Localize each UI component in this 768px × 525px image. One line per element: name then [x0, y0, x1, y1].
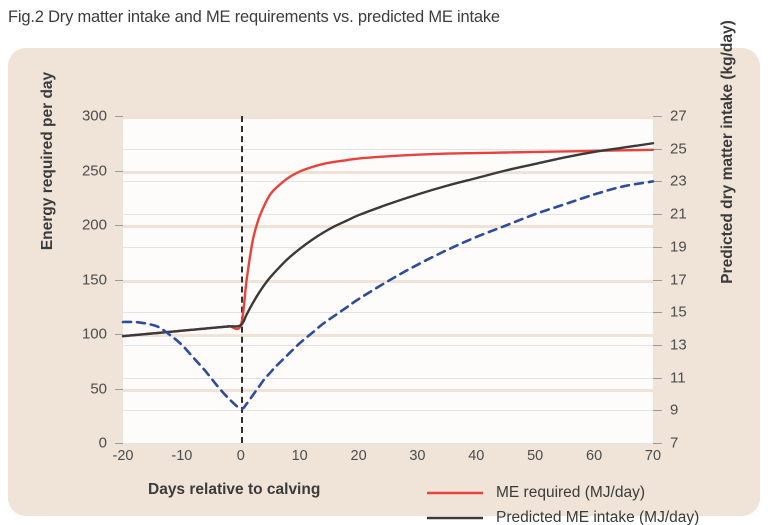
gridline-right — [123, 312, 653, 314]
legend-item: Predicted ME intake (MJ/day) — [426, 505, 699, 525]
y-axis-right-tick-mark — [653, 279, 662, 281]
plot-area — [121, 116, 655, 444]
y-axis-right-tick-mark — [653, 312, 662, 314]
y-axis-right-tick-label: 7 — [670, 434, 679, 452]
y-axis-left-tick-mark — [115, 334, 123, 335]
y-axis-right-tick-mark — [653, 443, 662, 444]
y-axis-left-tick-mark — [115, 388, 123, 390]
x-axis-tick-label: 60 — [586, 448, 603, 464]
y-axis-right-tick-label: 11 — [670, 369, 686, 387]
gridline-left — [123, 170, 653, 174]
gridline-right — [123, 344, 653, 346]
gridline-right — [123, 377, 653, 379]
y-axis-left-title: Energy required per day — [39, 71, 56, 251]
gridline-left — [123, 116, 653, 119]
legend-item-label: Predicted ME intake (MJ/day) — [496, 508, 700, 525]
gridline-right — [123, 148, 653, 150]
y-axis-right-tick-mark — [653, 377, 662, 379]
legend-line-swatch — [426, 511, 484, 525]
x-axis-tick-label: 40 — [468, 448, 485, 464]
gridline-right — [123, 214, 653, 216]
gridline-left — [123, 388, 653, 392]
x-axis-tick-label: 30 — [409, 448, 426, 464]
series-me-required — [121, 148, 655, 338]
y-axis-right-tick-label: 15 — [670, 303, 687, 321]
x-axis-tick-label: -20 — [112, 448, 134, 464]
chart-legend: ME required (MJ/day) Predicted ME intake … — [426, 480, 699, 525]
legend-item: ME required (MJ/day) — [426, 480, 699, 505]
y-axis-right-tick-mark — [653, 344, 662, 346]
y-axis-right-tick-mark — [653, 181, 662, 183]
y-axis-right-tick-label: 13 — [670, 336, 687, 354]
y-axis-right-tick-label: 9 — [670, 401, 679, 419]
y-axis-right-tick-mark — [653, 410, 662, 412]
gridline-right — [123, 246, 653, 248]
series-predicted-me-intake — [121, 142, 655, 338]
y-axis-left-tick-label: 150 — [81, 271, 107, 288]
y-axis-right-tick-label: 27 — [670, 107, 687, 125]
y-axis-right-tick-label: 19 — [670, 238, 687, 256]
calving-day-marker-line — [240, 116, 243, 443]
figure-title: Fig.2 Dry matter intake and ME requireme… — [8, 8, 500, 26]
y-axis-right-tick-mark — [653, 116, 662, 117]
y-axis-right-title: Predicted dry matter intake (kg/day) — [719, 20, 736, 284]
y-axis-right-tick-mark — [653, 214, 662, 216]
y-axis-right-tick-mark — [653, 246, 662, 248]
gridline-left — [123, 334, 653, 337]
x-axis-title: Days relative to calving — [148, 481, 321, 498]
legend-line-swatch — [426, 486, 484, 500]
x-axis-tick-label: -10 — [171, 448, 193, 464]
x-axis-tick-label: 10 — [291, 448, 308, 464]
y-axis-left-tick-label: 250 — [81, 162, 107, 179]
y-axis-left-tick-mark — [115, 279, 123, 281]
gridline-right — [123, 410, 653, 412]
x-axis-tick-label: 70 — [644, 448, 662, 464]
y-axis-left-tick-mark — [115, 443, 123, 444]
y-axis-left-tick-label: 100 — [81, 325, 107, 343]
y-axis-left-tick-label: 200 — [81, 216, 107, 234]
gridline-right — [123, 181, 653, 183]
y-axis-right-tick-label: 25 — [670, 140, 687, 158]
y-axis-left-tick-mark — [115, 225, 123, 226]
legend-item-label: ME required (MJ/day) — [496, 483, 646, 501]
x-axis-tick-label: 20 — [350, 448, 367, 464]
series-layer — [121, 142, 655, 411]
gridline-right — [123, 443, 653, 444]
y-axis-right-tick-label: 17 — [670, 271, 687, 288]
y-axis-right-tick-mark — [653, 148, 662, 150]
x-axis-tick-label: 0 — [236, 448, 245, 464]
series-dry-matter-intake — [121, 180, 655, 411]
y-axis-left-tick-mark — [115, 116, 123, 117]
y-axis-left-tick-label: 300 — [81, 107, 107, 125]
x-axis-tick-label: 50 — [527, 448, 544, 464]
chart-panel: Energy required per day Predicted dry ma… — [8, 20, 760, 525]
gridline-left — [123, 225, 653, 228]
y-axis-left-tick-mark — [115, 170, 123, 172]
y-axis-right-tick-label: 23 — [670, 172, 687, 190]
y-axis-left-tick-label: 50 — [90, 380, 107, 397]
y-axis-right-tick-label: 21 — [670, 205, 687, 223]
y-axis-left-tick-label: 0 — [98, 434, 107, 452]
